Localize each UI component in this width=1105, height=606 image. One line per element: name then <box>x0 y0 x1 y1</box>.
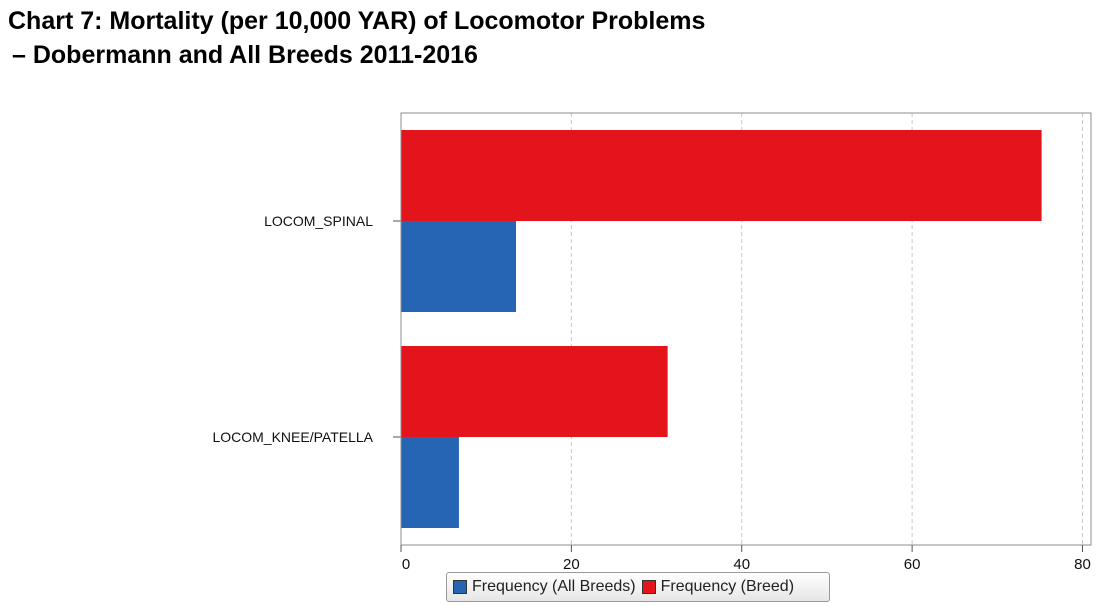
y-tick-label-knee-patella: LOCOM_KNEE/PATELLA <box>212 429 373 445</box>
y-tick-label-spinal: LOCOM_SPINAL <box>264 213 373 229</box>
x-tick-label-20: 20 <box>563 556 580 573</box>
legend-item-breed: Frequency (Breed) <box>641 578 795 596</box>
chart-title-line1: Chart 7: Mortality (per 10,000 YAR) of L… <box>8 7 706 35</box>
legend-swatch-all-breeds <box>453 580 467 594</box>
chart-subtitle: – Dobermann and All Breeds 2011-2016 <box>12 41 478 69</box>
bar-knee-patella-breed <box>401 346 668 437</box>
legend-item-all-breeds: Frequency (All Breeds) <box>453 578 636 596</box>
legend-label-breed: Frequency (Breed) <box>660 578 795 595</box>
x-tick-label-80: 80 <box>1074 556 1091 573</box>
plot-border <box>400 112 1092 546</box>
x-tick-label-40: 40 <box>733 556 750 573</box>
legend-label-all-breeds: Frequency (All Breeds) <box>472 578 636 595</box>
x-tick-label-60: 60 <box>904 556 921 573</box>
x-tick-label-0: 0 <box>402 556 410 573</box>
bar-knee-patella-all-breeds <box>401 437 459 528</box>
bar-spinal-breed <box>401 130 1042 221</box>
legend-swatch-breed <box>641 580 656 594</box>
chart-title: Chart 7: Mortality (per 10,000 YAR) of L… <box>8 4 705 72</box>
chart-legend: Frequency (All Breeds) Frequency (Breed) <box>446 572 830 602</box>
bar-spinal-all-breeds <box>401 221 516 312</box>
